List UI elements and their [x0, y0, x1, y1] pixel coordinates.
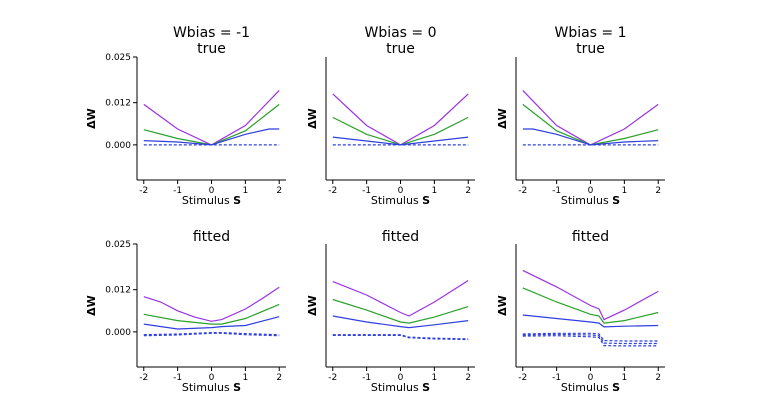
y-tick-label: 0.000: [105, 328, 131, 338]
series-line-2: [522, 103, 659, 146]
series-line-2: [332, 116, 469, 146]
subplot-title: Wbias = -1: [173, 25, 250, 41]
subplot-title: true: [197, 41, 226, 57]
subplot-title: Wbias = 1: [554, 25, 626, 41]
y-tick-label: 0.012: [105, 286, 131, 296]
x-tick-label: 2: [465, 186, 471, 196]
x-tick-label: -2: [139, 186, 148, 196]
y-axis-label: ΔW: [306, 295, 319, 316]
series-line-2: [522, 287, 659, 324]
y-axis-label: ΔW: [85, 295, 98, 316]
series-line-3: [143, 128, 280, 146]
y-tick-label: 0.000: [105, 141, 131, 151]
series-line-3: [332, 315, 469, 329]
x-axis-label: Stimulus S: [561, 381, 620, 394]
series-line-5: [522, 333, 659, 345]
y-axis-label: ΔW: [496, 108, 509, 129]
x-tick-label: 0: [398, 186, 404, 196]
series-line-3: [143, 316, 280, 330]
x-tick-label: 0: [588, 186, 594, 196]
x-axis-label: Stimulus S: [182, 381, 241, 394]
subplot-title: true: [576, 41, 605, 57]
series-line-4: [143, 332, 280, 336]
x-tick-label: 1: [621, 186, 627, 196]
y-tick-label: 0.012: [105, 99, 131, 109]
subplot-6: fitted -2 -1 0 1 2 Stimulus S ΔW: [496, 229, 665, 394]
subplot-4: fitted -2 -1 0 1 2 0.025 0.012 0.000 Stimulus S ΔW: [85, 229, 286, 394]
series-line-4: [522, 332, 659, 342]
x-tick-label: -1: [173, 186, 182, 196]
x-tick-label: 2: [276, 186, 282, 196]
x-tick-label: 0: [398, 373, 404, 383]
x-tick-label: 2: [276, 373, 282, 383]
series-line-2: [332, 298, 469, 324]
series-line-1: [522, 269, 659, 321]
series-line-2: [143, 103, 280, 146]
x-tick-label: 2: [655, 373, 661, 383]
y-axis-label: ΔW: [306, 108, 319, 129]
x-axis-label: Stimulus S: [371, 381, 430, 394]
subplot-title: fitted: [193, 229, 230, 245]
x-tick-label: -1: [173, 373, 182, 383]
x-tick-label: -2: [328, 373, 337, 383]
subplot-title: Wbias = 0: [364, 25, 436, 41]
series-line-3: [332, 136, 469, 146]
x-tick-label: -1: [362, 186, 371, 196]
series-line-1: [332, 93, 469, 146]
x-axis-label: Stimulus S: [182, 194, 241, 207]
y-axis-label: ΔW: [496, 295, 509, 316]
x-tick-label: -1: [552, 373, 561, 383]
subplot-title: true: [386, 41, 415, 57]
x-axis-label: Stimulus S: [561, 194, 620, 207]
subplot-5: fitted -2 -1 0 1 2 Stimulus S ΔW: [306, 229, 475, 394]
x-tick-label: 2: [655, 186, 661, 196]
series-line-1: [143, 286, 280, 322]
x-tick-label: 1: [242, 186, 248, 196]
x-tick-label: 1: [242, 373, 248, 383]
subplot-title: fitted: [382, 229, 419, 245]
x-tick-label: 1: [431, 186, 437, 196]
x-tick-label: -2: [518, 186, 527, 196]
x-tick-label: 0: [209, 186, 215, 196]
x-tick-label: -1: [552, 186, 561, 196]
series-line-6: [522, 335, 659, 347]
x-axis-label: Stimulus S: [371, 194, 430, 207]
series-line-3: [522, 128, 659, 146]
x-tick-label: 0: [209, 373, 215, 383]
series-line-5: [143, 332, 280, 337]
y-tick-label: 0.025: [105, 53, 131, 63]
series-line-5: [332, 334, 469, 341]
x-tick-label: 0: [588, 373, 594, 383]
x-tick-label: 1: [621, 373, 627, 383]
subplot-title: fitted: [572, 229, 609, 245]
x-tick-label: -2: [139, 373, 148, 383]
x-tick-label: 2: [465, 373, 471, 383]
series-line-2: [143, 303, 280, 325]
series-line-1: [143, 89, 280, 146]
x-tick-label: 1: [431, 373, 437, 383]
y-axis-label: ΔW: [85, 108, 98, 129]
y-tick-label: 0.025: [105, 240, 131, 250]
x-tick-label: -2: [518, 373, 527, 383]
series-line-4: [332, 334, 469, 340]
series-line-1: [522, 89, 659, 146]
series-line-3: [522, 314, 659, 328]
x-tick-label: -2: [328, 186, 337, 196]
x-tick-label: -1: [362, 373, 371, 383]
series-line-1: [332, 279, 469, 317]
